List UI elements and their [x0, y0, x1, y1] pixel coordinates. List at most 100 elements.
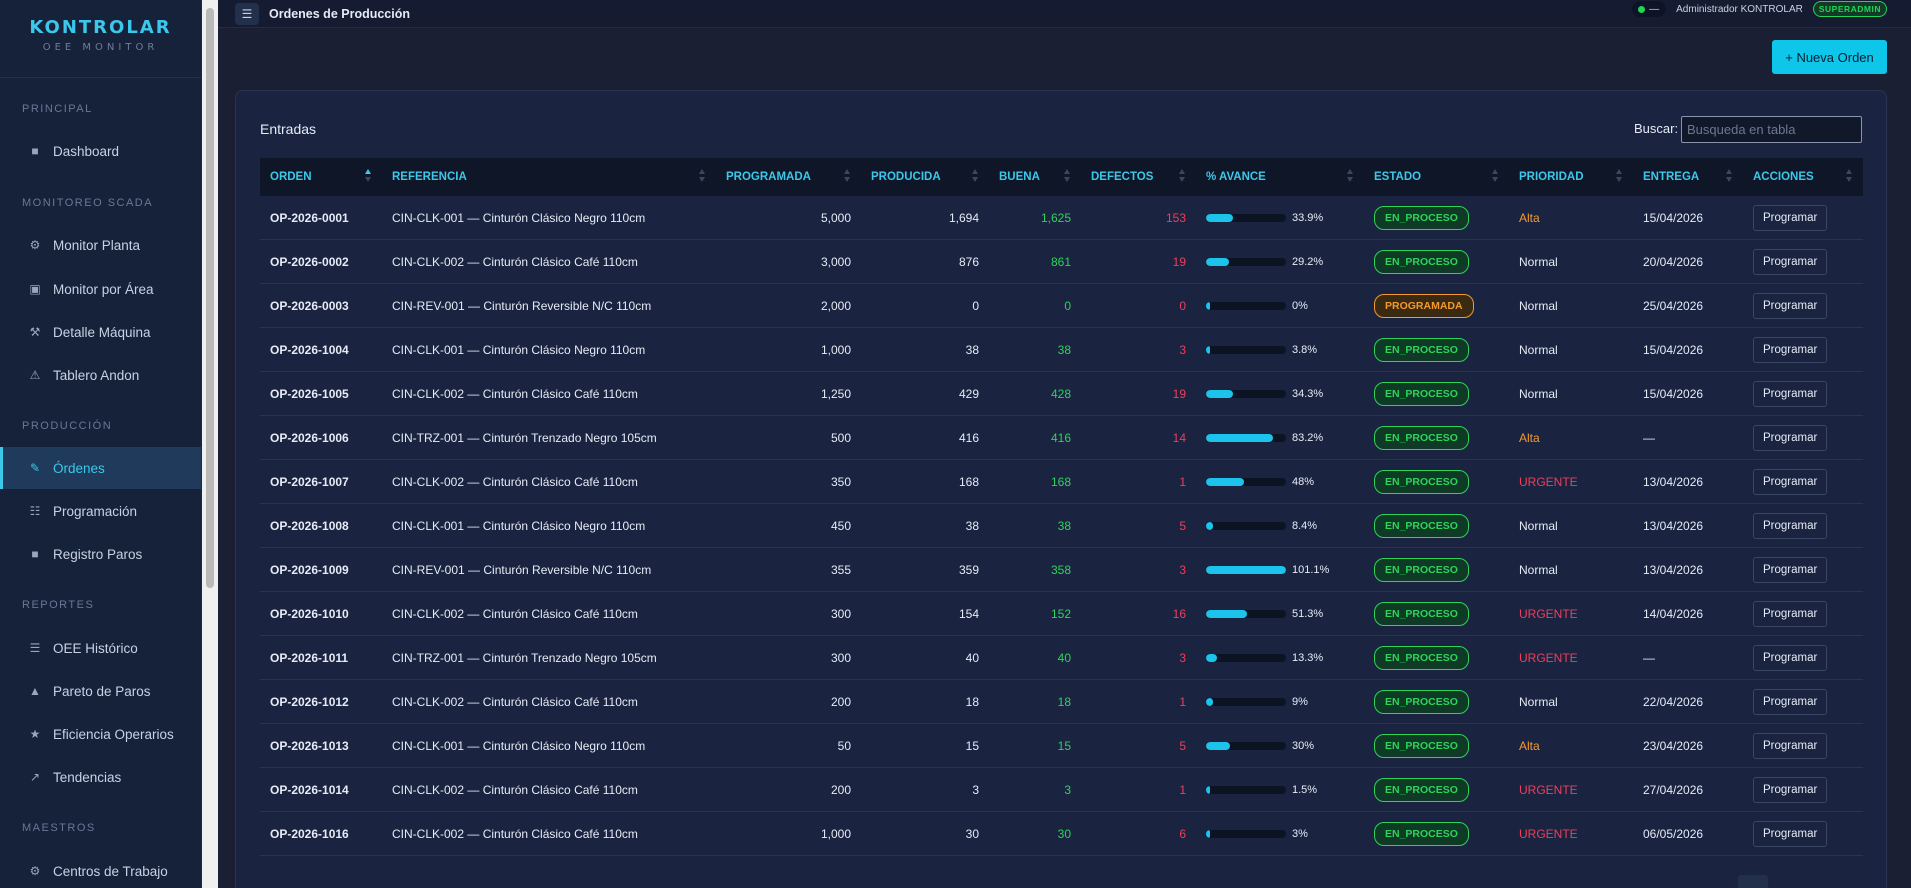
column-header-defectos[interactable]: DEFECTOS	[1081, 158, 1196, 196]
schedule-button[interactable]: Programar	[1753, 512, 1828, 539]
cell-programada: 5,000	[716, 196, 861, 240]
search-input[interactable]	[1681, 116, 1862, 143]
sort-icon	[972, 169, 979, 184]
cell-producida: 38	[861, 328, 989, 372]
cell-avance: 101.1%	[1196, 548, 1364, 592]
table-row[interactable]: OP-2026-1005 CIN-CLK-002 — Cinturón Clási…	[260, 372, 1863, 416]
menu-toggle-icon[interactable]: ☰	[235, 2, 259, 25]
sidebar-item-eficiencia-operarios[interactable]: ★ Eficiencia Operarios	[0, 713, 201, 755]
schedule-button[interactable]: Programar	[1753, 292, 1828, 319]
table-row[interactable]: OP-2026-1012 CIN-CLK-002 — Cinturón Clási…	[260, 680, 1863, 724]
column-header-producida[interactable]: PRODUCIDA	[861, 158, 989, 196]
status-badge: EN_PROCESO	[1374, 249, 1469, 274]
table-row[interactable]: OP-2026-1014 CIN-CLK-002 — Cinturón Clási…	[260, 768, 1863, 812]
schedule-button[interactable]: Programar	[1753, 732, 1828, 759]
schedule-button[interactable]: Programar	[1753, 336, 1828, 363]
sidebar-item-programación[interactable]: ☷ Programación	[0, 490, 201, 532]
cell-buena: 38	[989, 328, 1081, 372]
sidebar-item-centros-de-trabajo[interactable]: ⚙ Centros de Trabajo	[0, 850, 201, 888]
column-header-referencia[interactable]: REFERENCIA	[382, 158, 716, 196]
search-label: Buscar:	[1634, 121, 1679, 136]
sidebar-item-label: Programación	[53, 503, 138, 519]
progress: 3.8%	[1206, 344, 1317, 356]
progress-bar-fill	[1206, 257, 1230, 266]
cell-programada: 50	[716, 724, 861, 768]
schedule-button[interactable]: Programar	[1753, 556, 1828, 583]
cell-orden: OP-2026-1006	[260, 416, 382, 460]
table-row[interactable]: OP-2026-1008 CIN-CLK-001 — Cinturón Clási…	[260, 504, 1863, 548]
schedule-button[interactable]: Programar	[1753, 644, 1828, 671]
column-header-orden[interactable]: ORDEN	[260, 158, 382, 196]
table-row[interactable]: OP-2026-0002 CIN-CLK-002 — Cinturón Clási…	[260, 240, 1863, 284]
table-row[interactable]: OP-2026-0003 CIN-REV-001 — Cinturón Rever…	[260, 284, 1863, 328]
schedule-button[interactable]: Programar	[1753, 776, 1828, 803]
table-row[interactable]: OP-2026-1009 CIN-REV-001 — Cinturón Rever…	[260, 548, 1863, 592]
sidebar-item-tablero-andon[interactable]: ⚠ Tablero Andon	[0, 354, 201, 396]
sidebar-item-tendencias[interactable]: ↗ Tendencias	[0, 756, 201, 798]
table-row[interactable]: OP-2026-1004 CIN-CLK-001 — Cinturón Clási…	[260, 328, 1863, 372]
table-row[interactable]: OP-2026-1006 CIN-TRZ-001 — Cinturón Trenz…	[260, 416, 1863, 460]
cell-avance: 8.4%	[1196, 504, 1364, 548]
table-row[interactable]: OP-2026-1013 CIN-CLK-001 — Cinturón Clási…	[260, 724, 1863, 768]
entrega-value: —	[1643, 650, 1655, 665]
table-row[interactable]: OP-2026-1010 CIN-CLK-002 — Cinturón Clási…	[260, 592, 1863, 636]
cell-avance: 3%	[1196, 812, 1364, 856]
column-header-label: ENTREGA	[1643, 171, 1700, 183]
column-header-estado[interactable]: ESTADO	[1364, 158, 1509, 196]
progress-bar	[1206, 609, 1286, 618]
sidebar-item-pareto-de-paros[interactable]: ▲ Pareto de Paros	[0, 670, 201, 712]
schedule-button[interactable]: Programar	[1753, 600, 1828, 627]
cell-orden: OP-2026-0002	[260, 240, 382, 284]
column-header-entrega[interactable]: ENTREGA	[1633, 158, 1743, 196]
schedule-button[interactable]: Programar	[1753, 204, 1828, 231]
schedule-button[interactable]: Programar	[1753, 820, 1828, 847]
progress-percent: 8.4%	[1292, 519, 1318, 532]
sidebar-item-monitor-por-área[interactable]: ▣ Monitor por Área	[0, 268, 201, 310]
sort-icon	[1347, 169, 1354, 184]
column-header-prioridad[interactable]: PRIORIDAD	[1509, 158, 1633, 196]
sidebar-item-label: Registro Paros	[53, 546, 143, 562]
cell-referencia: CIN-REV-001 — Cinturón Reversible N/C 11…	[382, 284, 716, 328]
progress-bar-fill	[1206, 433, 1273, 442]
defectos-value: 3	[1179, 650, 1186, 665]
column-header-buena[interactable]: BUENA	[989, 158, 1081, 196]
new-order-button[interactable]: + Nueva Orden	[1772, 40, 1887, 74]
sidebar-item-órdenes[interactable]: ✎ Órdenes	[0, 447, 201, 489]
table-row[interactable]: OP-2026-1007 CIN-CLK-002 — Cinturón Clási…	[260, 460, 1863, 504]
column-header-acciones[interactable]: ACCIONES	[1743, 158, 1863, 196]
programada-value: 500	[830, 430, 851, 445]
schedule-button[interactable]: Programar	[1753, 468, 1828, 495]
column-header-programada[interactable]: PROGRAMADA	[716, 158, 861, 196]
schedule-button[interactable]: Programar	[1753, 688, 1828, 715]
schedule-button[interactable]: Programar	[1753, 380, 1828, 407]
programada-value: 200	[830, 782, 851, 797]
table-row[interactable]: OP-2026-0001 CIN-CLK-001 — Cinturón Clási…	[260, 196, 1863, 240]
progress-bar	[1206, 741, 1286, 750]
cell-programada: 1,250	[716, 372, 861, 416]
schedule-button[interactable]: Programar	[1753, 248, 1828, 275]
table-row[interactable]: OP-2026-1016 CIN-CLK-002 — Cinturón Clási…	[260, 812, 1863, 856]
sidebar-item-registro-paros[interactable]: ■ Registro Paros	[0, 533, 201, 575]
pagination-current[interactable]	[1738, 875, 1768, 888]
cell-referencia: CIN-TRZ-001 — Cinturón Trenzado Negro 10…	[382, 636, 716, 680]
sidebar-item-dashboard[interactable]: ■ Dashboard	[0, 130, 201, 172]
cell-avance: 34.3%	[1196, 372, 1364, 416]
table-row[interactable]: OP-2026-1011 CIN-TRZ-001 — Cinturón Trenz…	[260, 636, 1863, 680]
sidebar-scrollbar[interactable]	[202, 0, 218, 888]
cell-defectos: 1	[1081, 680, 1196, 724]
orden-value: OP-2026-1008	[270, 518, 349, 533]
user-name[interactable]: Administrador KONTROLAR	[1676, 3, 1803, 15]
scrollbar-thumb[interactable]	[206, 8, 214, 588]
sidebar-item-detalle-máquina[interactable]: ⚒ Detalle Máquina	[0, 311, 201, 353]
cell-orden: OP-2026-1012	[260, 680, 382, 724]
sidebar-item-oee-histórico[interactable]: ☰ OEE Histórico	[0, 627, 201, 669]
cell-producida: 1,694	[861, 196, 989, 240]
schedule-button[interactable]: Programar	[1753, 424, 1828, 451]
cell-estado: EN_PROCESO	[1364, 328, 1509, 372]
sidebar-item-monitor-planta[interactable]: ⚙ Monitor Planta	[0, 224, 201, 266]
progress: 33.9%	[1206, 212, 1323, 224]
cell-orden: OP-2026-1008	[260, 504, 382, 548]
referencia-value: CIN-CLK-002 — Cinturón Clásico Café 110c…	[392, 826, 638, 841]
progress-bar-fill	[1206, 301, 1210, 310]
column-header-avance[interactable]: % AVANCE	[1196, 158, 1364, 196]
